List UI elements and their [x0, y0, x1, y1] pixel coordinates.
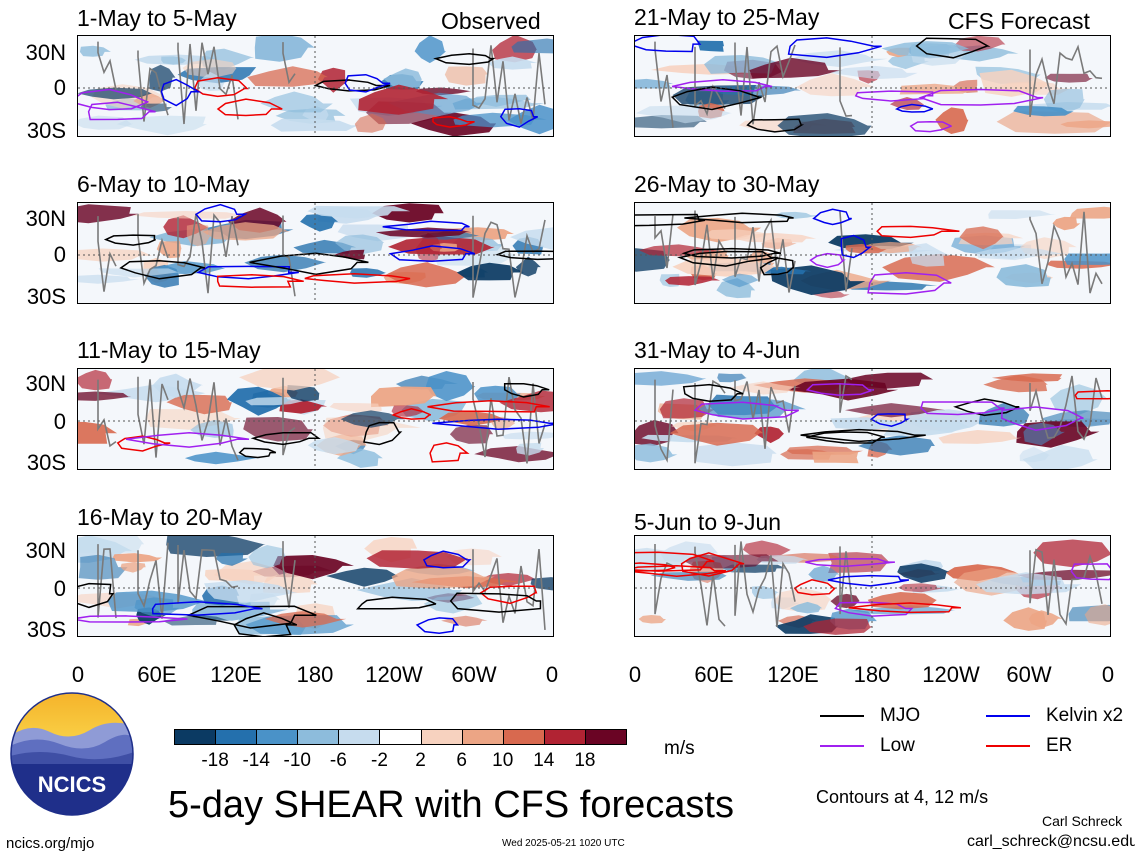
shear-map-panel: [634, 35, 1111, 137]
colorbar-swatch: [420, 729, 463, 745]
x-axis-label: 60E: [137, 662, 177, 687]
x-axis-label: 120W: [922, 662, 980, 687]
x-axis-label: 0: [545, 662, 559, 687]
legend-line-mjo: [820, 715, 864, 717]
y-axis-label: 0: [53, 242, 66, 267]
panel-title-3: 11-May to 15-May: [77, 337, 261, 363]
colorbar-label: 10: [492, 750, 514, 771]
shear-map-panel: [634, 202, 1111, 304]
y-axis-label: 30N: [25, 206, 66, 231]
legend-line-er: [986, 745, 1030, 747]
colorbar-label: -10: [283, 750, 311, 771]
colorbar-swatch: [584, 729, 627, 745]
contours-note: Contours at 4, 12 m/s: [816, 787, 989, 807]
x-axis-label: 180: [296, 662, 334, 687]
x-axis-label: 60W: [1006, 662, 1052, 687]
footer-timestamp: Wed 2025-05-21 1020 UTC: [502, 838, 625, 849]
shear-map-panel: [634, 368, 1111, 470]
panel-title-4: 16-May to 20-May: [77, 504, 263, 530]
panel-title-6: 26-May to 30-May: [634, 171, 820, 197]
y-axis-label: 30N: [25, 40, 66, 65]
x-axis-label: 0: [628, 662, 642, 687]
y-axis-label: 30N: [25, 538, 66, 563]
colorbar-swatch: [256, 729, 299, 745]
legend-line-low: [820, 745, 864, 747]
colorbar-swatch: [461, 729, 504, 745]
y-axis-label: 30S: [26, 617, 66, 642]
colorbar-swatch: [297, 729, 340, 745]
x-axis-label: 60W: [451, 662, 497, 687]
footer-url: ncics.org/mjo: [6, 835, 95, 852]
shear-map-panel: [77, 35, 554, 137]
panel-corner-label-observed: Observed: [441, 8, 541, 34]
y-axis-label: 30N: [25, 371, 66, 396]
main-title: 5-day SHEAR with CFS forecasts: [168, 784, 734, 826]
colorbar-swatch: [174, 729, 217, 745]
colorbar-unit: m/s: [664, 738, 695, 759]
shear-map-panel: [77, 368, 554, 470]
y-axis-label: 0: [53, 409, 66, 434]
x-axis-label: 120W: [365, 662, 423, 687]
y-axis-label: 30S: [26, 284, 66, 309]
footer-author: Carl Schreck: [1042, 813, 1123, 829]
y-axis-label: 30S: [26, 450, 66, 475]
y-axis-label: 0: [53, 576, 66, 601]
legend-label-low: Low: [880, 735, 915, 756]
x-axis-label: 60E: [694, 662, 734, 687]
shear-map-panel: [77, 202, 554, 304]
x-axis-label: 0: [1101, 662, 1115, 687]
panel-corner-label-forecast: CFS Forecast: [948, 8, 1090, 34]
colorbar-label: -18: [201, 750, 229, 771]
ncics-logo: NCICS: [10, 692, 134, 816]
footer-email: carl_schreck@ncsu.edu: [967, 833, 1135, 850]
y-axis-label: 0: [53, 75, 66, 100]
legend-label-er: ER: [1046, 735, 1073, 756]
colorbar-label: -2: [371, 750, 388, 771]
panel-title-5: 21-May to 25-May: [634, 4, 820, 30]
panel-title-8: 5-Jun to 9-Jun: [634, 509, 782, 535]
legend-label-mjo: MJO: [880, 705, 921, 726]
x-axis-label: 0: [71, 662, 85, 687]
colorbar-swatch: [379, 729, 422, 745]
panel-title-2: 6-May to 10-May: [77, 171, 250, 197]
y-axis-label: 30S: [26, 118, 66, 143]
x-axis-label: 120E: [767, 662, 819, 687]
legend-label-kelvin: Kelvin x2: [1046, 705, 1124, 726]
colorbar-label: 6: [456, 750, 467, 771]
shear-map-panel: [634, 535, 1111, 637]
panel-title-1: 1-May to 5-May: [77, 5, 237, 31]
colorbar-swatch: [502, 729, 545, 745]
colorbar-swatch: [338, 729, 381, 745]
x-axis-label: 120E: [210, 662, 262, 687]
x-axis-label: 180: [853, 662, 891, 687]
panel-title-7: 31-May to 4-Jun: [634, 337, 801, 363]
colorbar-swatch: [543, 729, 586, 745]
colorbar-label: 14: [533, 750, 555, 771]
shear-map-panel: [77, 535, 554, 637]
colorbar-label: -14: [242, 750, 270, 771]
colorbar-label: 18: [574, 750, 596, 771]
colorbar-label: 2: [415, 750, 426, 771]
legend-line-kelvin: [986, 715, 1030, 717]
colorbar-swatch: [215, 729, 258, 745]
colorbar-label: -6: [329, 750, 347, 771]
logo-text: NCICS: [38, 772, 106, 797]
